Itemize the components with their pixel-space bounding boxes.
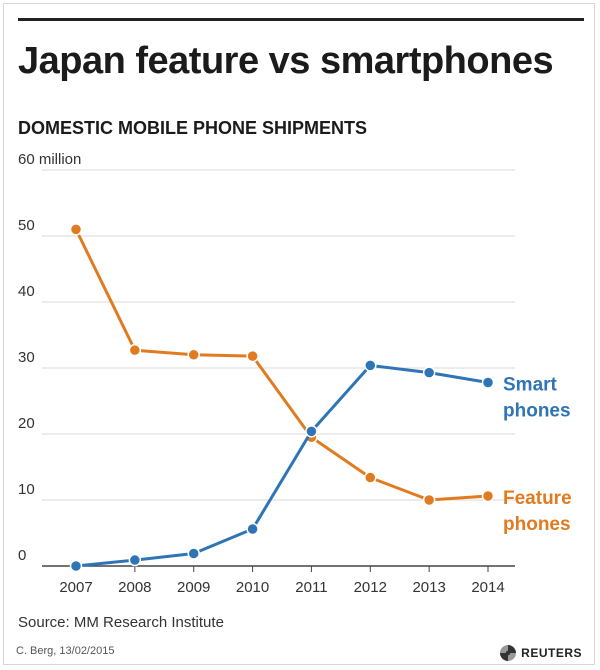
smart-phones-point — [128, 553, 142, 567]
smart-phones-line — [75, 363, 489, 568]
y-tick-label: 30 — [18, 349, 35, 366]
smart-phones-point — [305, 425, 318, 438]
x-tick-label: 2012 — [354, 579, 387, 596]
smart-phones-series-label: phones — [503, 401, 571, 422]
x-tick-label: 2013 — [412, 579, 445, 596]
feature-phones-point — [246, 349, 259, 363]
feature-phones-point — [128, 343, 142, 357]
brand-mark: REUTERS — [500, 645, 582, 661]
feature-phones-series-label: Feature — [503, 488, 572, 509]
smart-phones-point — [246, 522, 259, 536]
x-tick-label: 2010 — [236, 579, 269, 596]
x-tick-label: 2011 — [295, 579, 327, 596]
chart-title: Japan feature vs smartphones — [18, 40, 554, 82]
feature-phones-series-label: phones — [503, 514, 571, 535]
y-tick-label: 60 million — [18, 151, 81, 168]
line-chart: 0 10 20 30 40 50 60 million 2007 2008 2009 2010 201… — [18, 151, 572, 596]
x-tick-label: 2008 — [118, 579, 151, 596]
credit-date: C. Berg, 13/02/2015 — [16, 645, 115, 657]
smart-phones-point — [481, 376, 495, 389]
source-note: Source: MM Research Institute — [18, 614, 224, 631]
y-tick-label: 40 — [18, 283, 35, 300]
smart-phones-point — [187, 547, 200, 560]
y-tick-label: 10 — [18, 481, 35, 498]
x-tick-label: 2007 — [59, 579, 92, 596]
feature-phones-line — [74, 228, 489, 502]
brand-name: REUTERS — [521, 646, 582, 660]
chart-frame — [3, 3, 595, 665]
reuters-logo-icon — [500, 645, 517, 661]
feature-phones-point — [364, 471, 377, 484]
feature-phones-point — [422, 493, 436, 507]
y-tick-label: 50 — [18, 217, 35, 234]
y-tick-label: 20 — [18, 415, 35, 432]
y-tick-label: 0 — [18, 547, 26, 564]
feature-phones-point — [69, 223, 83, 236]
x-tick-label: 2014 — [471, 579, 504, 596]
header-rule — [18, 18, 584, 21]
feature-phones-point — [187, 348, 200, 362]
x-tick-label: 2009 — [177, 579, 210, 596]
smart-phones-series-label: Smart — [503, 375, 558, 396]
chart-subtitle: DOMESTIC MOBILE PHONE SHIPMENTS — [18, 118, 368, 138]
smart-phones-point — [69, 559, 83, 573]
smart-phones-point — [422, 366, 436, 379]
smart-phones-point — [364, 359, 377, 372]
feature-phones-point — [481, 489, 495, 503]
